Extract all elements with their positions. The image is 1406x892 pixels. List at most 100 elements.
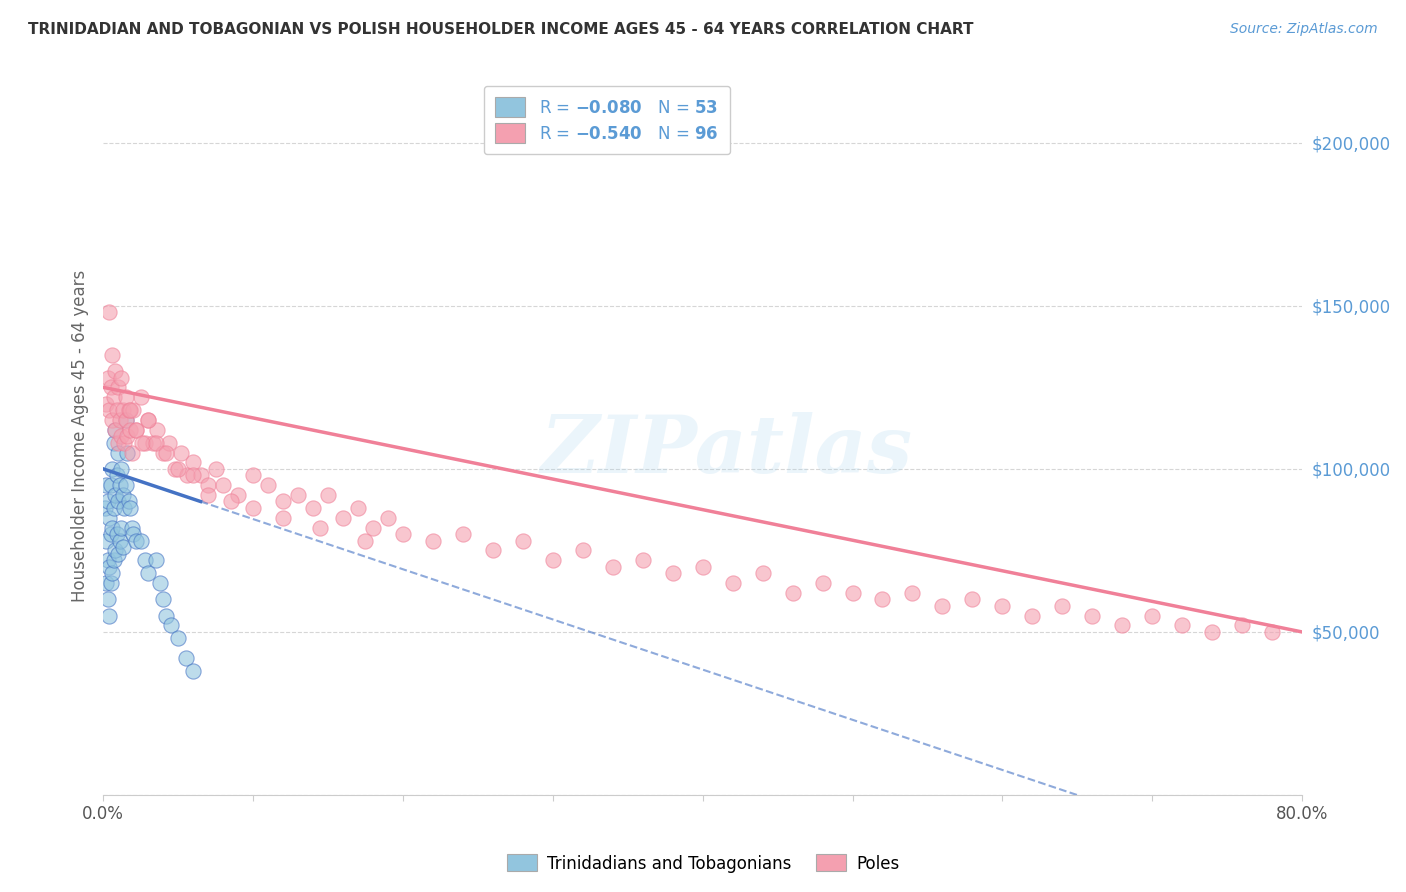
- Point: [392, 527, 415, 541]
- Point: [170, 445, 193, 459]
- Point: [451, 527, 474, 541]
- Point: [94, 478, 117, 492]
- Point: [117, 494, 139, 508]
- Point: [104, 543, 127, 558]
- Point: [110, 429, 132, 443]
- Point: [692, 559, 714, 574]
- Point: [155, 445, 177, 459]
- Point: [841, 586, 863, 600]
- Point: [101, 462, 124, 476]
- Point: [242, 468, 264, 483]
- Point: [1261, 624, 1284, 639]
- Point: [962, 592, 984, 607]
- Point: [107, 494, 129, 508]
- Point: [751, 566, 773, 581]
- Point: [101, 348, 124, 362]
- Point: [242, 501, 264, 516]
- Point: [97, 553, 120, 567]
- Point: [811, 576, 834, 591]
- Point: [721, 576, 744, 591]
- Point: [100, 478, 122, 492]
- Point: [155, 608, 177, 623]
- Point: [100, 527, 122, 541]
- Point: [104, 423, 127, 437]
- Point: [271, 494, 294, 508]
- Point: [136, 413, 159, 427]
- Point: [167, 632, 190, 646]
- Point: [1111, 618, 1133, 632]
- Point: [129, 390, 152, 404]
- Point: [121, 445, 143, 459]
- Point: [157, 435, 180, 450]
- Point: [1052, 599, 1074, 613]
- Point: [197, 478, 219, 492]
- Point: [176, 468, 198, 483]
- Point: [100, 576, 122, 591]
- Point: [145, 553, 167, 567]
- Point: [204, 462, 226, 476]
- Point: [94, 576, 117, 591]
- Point: [111, 403, 134, 417]
- Point: [103, 501, 125, 516]
- Point: [120, 403, 142, 417]
- Point: [104, 488, 127, 502]
- Point: [108, 413, 131, 427]
- Legend: R = $\mathbf{-0.080}$   N = $\mathbf{53}$, R = $\mathbf{-0.540}$   N = $\mathbf{: R = $\mathbf{-0.080}$ N = $\mathbf{53}$,…: [484, 86, 730, 154]
- Point: [104, 423, 127, 437]
- Point: [309, 520, 332, 534]
- Point: [377, 510, 399, 524]
- Point: [482, 543, 505, 558]
- Point: [111, 540, 134, 554]
- Point: [98, 403, 121, 417]
- Point: [104, 364, 127, 378]
- Point: [571, 543, 593, 558]
- Point: [111, 488, 134, 502]
- Point: [991, 599, 1014, 613]
- Point: [129, 533, 152, 548]
- Point: [134, 435, 156, 450]
- Point: [167, 462, 190, 476]
- Point: [212, 478, 235, 492]
- Point: [302, 501, 325, 516]
- Point: [257, 478, 280, 492]
- Point: [108, 478, 131, 492]
- Point: [115, 445, 138, 459]
- Point: [120, 423, 142, 437]
- Point: [782, 586, 804, 600]
- Point: [110, 370, 132, 384]
- Point: [354, 533, 377, 548]
- Point: [107, 547, 129, 561]
- Point: [112, 435, 135, 450]
- Point: [112, 501, 135, 516]
- Point: [114, 390, 136, 404]
- Point: [1142, 608, 1164, 623]
- Point: [174, 651, 197, 665]
- Point: [901, 586, 924, 600]
- Point: [1171, 618, 1194, 632]
- Point: [149, 576, 172, 591]
- Point: [100, 380, 122, 394]
- Point: [1201, 624, 1223, 639]
- Point: [122, 403, 145, 417]
- Point: [125, 423, 148, 437]
- Point: [107, 445, 129, 459]
- Point: [287, 488, 309, 502]
- Text: TRINIDADIAN AND TOBAGONIAN VS POLISH HOUSEHOLDER INCOME AGES 45 - 64 YEARS CORRE: TRINIDADIAN AND TOBAGONIAN VS POLISH HOU…: [28, 22, 973, 37]
- Point: [115, 429, 138, 443]
- Point: [117, 403, 139, 417]
- Point: [94, 533, 117, 548]
- Point: [98, 305, 121, 319]
- Point: [146, 423, 169, 437]
- Point: [101, 520, 124, 534]
- Point: [107, 435, 129, 450]
- Point: [512, 533, 534, 548]
- Point: [120, 501, 142, 516]
- Point: [114, 413, 136, 427]
- Text: ZIPatlas: ZIPatlas: [540, 412, 912, 490]
- Point: [103, 553, 125, 567]
- Point: [226, 488, 249, 502]
- Point: [316, 488, 339, 502]
- Point: [97, 592, 120, 607]
- Point: [190, 468, 212, 483]
- Point: [136, 566, 159, 581]
